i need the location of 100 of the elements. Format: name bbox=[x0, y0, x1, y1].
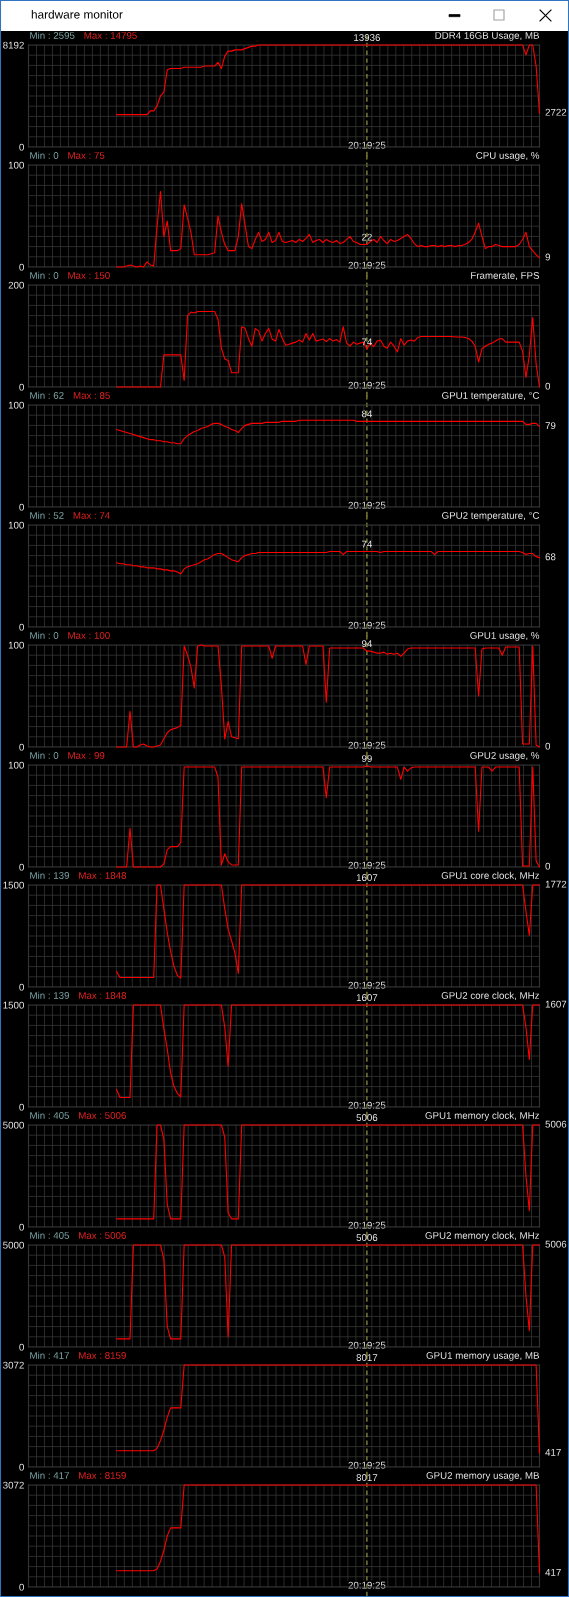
y-tick-label: 100 bbox=[8, 641, 24, 649]
text: Max : 1848 bbox=[79, 992, 127, 999]
text: 68 bbox=[545, 553, 556, 561]
text: hardware monitor bbox=[31, 10, 123, 19]
text: Max : 150 bbox=[68, 272, 110, 279]
text: 1607 bbox=[545, 1000, 567, 1008]
text: 1607 bbox=[356, 994, 378, 1001]
chart-title: GPU2 memory clock, MHz bbox=[425, 1231, 540, 1241]
annotation: 22 bbox=[361, 233, 372, 241]
annotation: 74 bbox=[362, 540, 373, 548]
y-tick-label: 0 bbox=[19, 1343, 24, 1351]
text: 1607 bbox=[356, 874, 378, 881]
text: 5006 bbox=[356, 1234, 378, 1241]
y-tick-label: 1500 bbox=[3, 881, 24, 889]
y-tick-label: 5000 bbox=[3, 1241, 24, 1249]
y-tick-label: 0 bbox=[19, 263, 24, 271]
y-tick-label: 1500 bbox=[3, 1001, 24, 1009]
chart-title: GPU1 memory clock, MHz bbox=[425, 1111, 540, 1121]
x-tick-label: 20:19:25 bbox=[348, 621, 386, 629]
annotation: 94 bbox=[361, 640, 373, 648]
y-tick-label: 3072 bbox=[3, 1361, 24, 1369]
chart-title: GPU1 temperature, °C bbox=[442, 392, 540, 401]
text: 8017 bbox=[356, 1474, 378, 1481]
y-tick-label: 0 bbox=[19, 1223, 24, 1231]
y-tick-label: 0 bbox=[19, 143, 24, 151]
x-tick-label: 20:19:25 bbox=[348, 1341, 386, 1349]
y-tick-label: 100 bbox=[8, 521, 24, 529]
text: Min : 405 bbox=[30, 1111, 70, 1119]
x-tick-label: 20:19:25 bbox=[348, 501, 386, 509]
text: 8017 bbox=[356, 1354, 378, 1361]
text: Min : 62 bbox=[30, 391, 64, 399]
text: Min : 0 bbox=[30, 751, 59, 759]
x-tick-label: 20:19:25 bbox=[348, 1581, 386, 1589]
text: Min : 52 bbox=[30, 511, 64, 519]
text: Max : 8159 bbox=[79, 1352, 126, 1359]
y-tick-label: 0 bbox=[19, 983, 24, 991]
x-tick-label: 20:19:25 bbox=[348, 741, 386, 749]
text: Max : 5006 bbox=[79, 1112, 126, 1119]
text: Min : 0 bbox=[30, 151, 59, 159]
text: 1772 bbox=[545, 880, 567, 888]
text: Max : 85 bbox=[73, 392, 110, 399]
text: Min : 0 bbox=[30, 271, 59, 279]
text: Min : 139 bbox=[30, 991, 70, 999]
y-tick-label: 100 bbox=[8, 161, 24, 169]
text: Max : 75 bbox=[68, 152, 105, 159]
chart-title: CPU usage, % bbox=[476, 152, 540, 161]
y-tick-label: 200 bbox=[8, 281, 24, 289]
text: Min : 417 bbox=[30, 1351, 69, 1359]
y-tick-label: 100 bbox=[8, 401, 24, 409]
y-tick-label: 0 bbox=[19, 623, 24, 631]
text: 79 bbox=[545, 422, 556, 430]
x-tick-label: 20:19:25 bbox=[348, 861, 386, 869]
text: 5006 bbox=[356, 1114, 378, 1121]
text: 417 bbox=[545, 1448, 561, 1456]
x-tick-label: 20:19:25 bbox=[348, 981, 386, 989]
text: Max : 74 bbox=[73, 512, 110, 519]
text: Min : 139 bbox=[30, 871, 70, 879]
text: 5006 bbox=[545, 1120, 567, 1128]
x-tick-label: 20:19:25 bbox=[348, 1101, 386, 1109]
y-tick-label: 0 bbox=[19, 743, 24, 751]
text: Min : 2595 bbox=[30, 31, 75, 39]
y-tick-label: 0 bbox=[19, 503, 24, 511]
text: 13936 bbox=[354, 34, 380, 41]
annotation: 74 bbox=[362, 338, 373, 346]
y-tick-label: 0 bbox=[19, 1583, 24, 1591]
text: Min : 405 bbox=[30, 1231, 70, 1239]
x-tick-label: 20:19:25 bbox=[348, 1461, 386, 1469]
text: 0 bbox=[545, 862, 551, 870]
text: 417 bbox=[545, 1568, 561, 1576]
x-tick-label: 20:19:25 bbox=[348, 1221, 386, 1229]
y-tick-label: 3072 bbox=[3, 1481, 24, 1489]
chart-title: GPU1 memory usage, MB bbox=[426, 1352, 539, 1361]
y-tick-label: 0 bbox=[19, 1463, 24, 1471]
chart-title: GPU2 temperature, °C bbox=[442, 512, 540, 521]
x-tick-label: 20:19:25 bbox=[348, 141, 386, 149]
text: Max : 100 bbox=[68, 632, 110, 639]
y-tick-label: 0 bbox=[19, 1103, 24, 1111]
x-tick-label: 20:19:25 bbox=[348, 261, 386, 269]
text: Max : 14795 bbox=[84, 32, 137, 39]
chart-title: GPU1 usage, % bbox=[470, 632, 540, 641]
text: Min : 0 bbox=[30, 631, 59, 639]
chart-title: Framerate, FPS bbox=[471, 272, 540, 281]
text: 0 bbox=[545, 742, 551, 750]
text: 9 bbox=[545, 253, 550, 261]
text: 99 bbox=[361, 755, 372, 763]
chart-title: GPU2 core clock, MHz bbox=[441, 991, 540, 1001]
y-tick-label: 0 bbox=[19, 383, 24, 391]
y-tick-label: 100 bbox=[8, 761, 24, 769]
text: 2722 bbox=[545, 108, 567, 116]
chart-title: GPU2 usage, % bbox=[470, 752, 540, 761]
y-tick-label: 8192 bbox=[3, 41, 24, 49]
chart-title: GPU1 core clock, MHz bbox=[441, 871, 540, 881]
text: Max : 5006 bbox=[79, 1232, 126, 1239]
annotation: 84 bbox=[361, 410, 373, 418]
chart-title: DDR4 16GB Usage, MB bbox=[435, 32, 539, 41]
text: Min : 417 bbox=[30, 1471, 69, 1479]
text: Max : 1848 bbox=[79, 872, 127, 879]
y-tick-label: 0 bbox=[19, 863, 24, 871]
chart-title: GPU2 memory usage, MB bbox=[426, 1472, 539, 1481]
text: Max : 99 bbox=[68, 752, 105, 759]
